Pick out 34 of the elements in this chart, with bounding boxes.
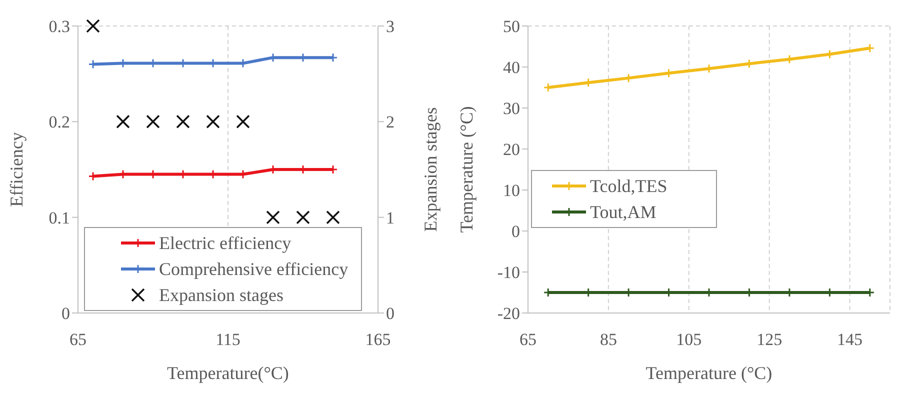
x-tick-label: 65: [70, 330, 86, 350]
y-tick-label: 40: [503, 58, 520, 78]
legend-label: Expansion stages: [159, 284, 284, 307]
y-tick-label: 0: [512, 222, 520, 242]
legend-label: Tout,AM: [590, 200, 656, 224]
y-tick-label: 20: [503, 140, 520, 160]
y-tick-label: -10: [497, 263, 520, 282]
y2-tick-label: 0: [386, 304, 394, 324]
x-tick-label: 125: [756, 330, 782, 350]
y-tick-label: 0.2: [48, 112, 70, 132]
x-axis-title: Temperature (°C): [646, 363, 772, 383]
x-tick-label: 85: [600, 330, 617, 350]
y-axis-title: Temperature (°C): [456, 106, 476, 233]
y-tick-label: 0.1: [48, 208, 70, 228]
y-tick-label: 50: [503, 17, 520, 36]
y2-axis-title: Expansion stages: [420, 107, 440, 232]
y-tick-label: 10: [503, 181, 520, 200]
y-axis-title: Efficiency: [6, 132, 26, 207]
x-tick-label: 145: [837, 330, 863, 350]
y2-tick-label: 2: [386, 112, 394, 132]
y2-tick-label: 1: [386, 208, 394, 228]
y-tick-label: 0: [62, 304, 70, 324]
x-tick-label: 65: [520, 330, 536, 350]
y-tick-label: 0.3: [48, 17, 70, 36]
y-tick-label: -20: [497, 304, 520, 324]
y2-tick-label: 3: [386, 17, 394, 36]
x-tick-label: 165: [365, 330, 391, 350]
legend-label: Electric efficiency: [159, 232, 292, 255]
x-tick-label: 105: [676, 330, 702, 350]
x-axis-title: Temperature(°C): [167, 363, 289, 383]
x-tick-label: 115: [216, 330, 240, 350]
legend-label: Tcold,TES: [590, 174, 668, 198]
legend-label: Comprehensive efficiency: [159, 258, 348, 281]
y-tick-label: 30: [503, 99, 520, 118]
